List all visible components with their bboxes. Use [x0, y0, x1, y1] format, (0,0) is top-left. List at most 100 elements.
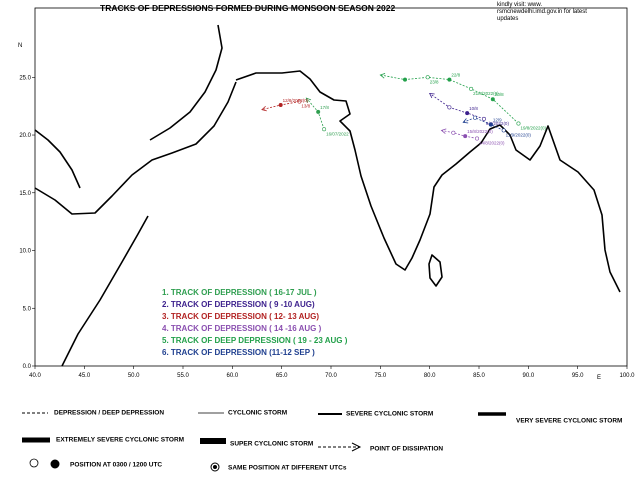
- dissipation-arrow: [440, 128, 447, 134]
- legend-text: DEPRESSION / DEEP DEPRESSION: [54, 410, 164, 417]
- track-position: [473, 115, 478, 120]
- track-line: [380, 74, 519, 124]
- note-line: kindly visit: www.: [497, 2, 542, 8]
- track-position: [451, 130, 456, 135]
- track-point-label: 14/8/2022(0): [479, 140, 505, 145]
- north-label: N: [18, 43, 22, 49]
- track-point-label: 17/8: [320, 105, 329, 110]
- track-point-label: 11/9/2022(0): [506, 132, 532, 137]
- bottom-legend-symbols: [22, 412, 506, 472]
- track-position: [465, 111, 470, 116]
- track-position: [316, 109, 321, 114]
- track-legend-entry: 3. TRACK OF DEPRESSION ( 12- 13 AUG): [162, 312, 319, 321]
- track-position: [469, 86, 474, 91]
- y-tick-label: 25.0: [19, 75, 31, 81]
- legend-text: VERY SEVERE CYCLONIC STORM: [516, 418, 622, 425]
- x-tick-label: 45.0: [78, 373, 90, 379]
- y-tick-label: 15.0: [19, 191, 31, 197]
- track-point-label: 16/07/2022: [326, 131, 349, 136]
- coast-gulf: [149, 24, 223, 141]
- track-position: [425, 75, 430, 80]
- legend-text: POSITION AT 0300 / 1200 UTC: [70, 462, 162, 469]
- x-tick-label: 40.0: [29, 373, 41, 379]
- track-position: [488, 122, 493, 127]
- track-position: [322, 127, 327, 132]
- tracks: 16/07/2022 17/8 9/8/2022(0) 10/8 13/812/8/20…: [261, 73, 546, 145]
- coast-arabia: [34, 81, 237, 215]
- coast-somalia: [61, 215, 149, 367]
- note-line: rsmcnewdelhi.imd.gov.in for latest: [497, 9, 587, 15]
- track-point-label: 15/8/2022(0): [467, 129, 493, 134]
- legend-text: POINT OF DISSIPATION: [370, 446, 443, 453]
- legend-text: CYCLONIC STORM: [228, 410, 287, 417]
- note-line: updates: [497, 16, 518, 22]
- track-point-label: 20/8: [495, 92, 504, 97]
- dissipation-arrow: [462, 118, 469, 124]
- x-tick-label: 50.0: [128, 373, 140, 379]
- track-point-label: 12/9: [493, 118, 502, 123]
- track-legend-entry: 1. TRACK OF DEPRESSION ( 16-17 JUL ): [162, 288, 317, 297]
- track-position: [475, 136, 480, 141]
- track-point-label: 21/8/2022(0): [473, 91, 499, 96]
- y-tick-label: 0.0: [23, 364, 32, 370]
- east-label: E: [597, 375, 601, 381]
- track-point-label: 22/8: [451, 73, 460, 78]
- symbol-same-position: [210, 462, 220, 472]
- x-tick-label: 80.0: [424, 373, 436, 379]
- track-position: [501, 128, 506, 133]
- y-tick-label: 20.0: [19, 133, 31, 139]
- track-legend-entry: 5. TRACK OF DEEP DEPRESSION ( 19 - 23 AU…: [162, 336, 348, 345]
- track-point-label: 23/8: [430, 79, 439, 84]
- coast-india: [235, 70, 621, 293]
- track-line: [463, 117, 504, 131]
- track-position: [297, 99, 302, 104]
- y-tick-label: 5.0: [23, 306, 32, 312]
- bottom-legend-text: DEPRESSION / DEEP DEPRESSION CYCLONIC ST…: [54, 410, 622, 472]
- coast-sri-lanka: [428, 254, 443, 287]
- track-legend-entry: 4. TRACK OF DEPRESSION ( 14 -16 AUG ): [162, 324, 322, 333]
- track-position: [516, 121, 521, 126]
- dissipation-arrow: [428, 92, 435, 99]
- legend-text: SAME POSITION AT DIFFERENT UTCs: [228, 465, 347, 472]
- track-position: [447, 77, 452, 82]
- x-tick-label: 95.0: [572, 373, 584, 379]
- dissipation-arrow: [305, 97, 312, 104]
- symbol-open-circle: [29, 458, 39, 468]
- track-position: [490, 97, 495, 102]
- symbol-same-position-dot: [213, 465, 217, 469]
- y-tick-label: 10.0: [19, 249, 31, 255]
- track-position: [402, 77, 407, 82]
- track-legend-entry: 2. TRACK OF DEPRESSION ( 9 -10 AUG): [162, 300, 315, 309]
- x-tick-label: 100.0: [619, 373, 635, 379]
- coastline: [34, 24, 621, 367]
- track-line: [441, 130, 478, 139]
- coast-red-sea: [34, 129, 81, 189]
- dissipation-arrow: [261, 105, 267, 112]
- track-position: [447, 105, 452, 110]
- track-position: [278, 103, 283, 108]
- track-legend-entry: 6. TRACK OF DEPRESSION (11-12 SEP ): [162, 348, 315, 357]
- track-point-label: 10/8: [469, 106, 478, 111]
- x-tick-label: 65.0: [276, 373, 288, 379]
- track-position: [463, 134, 468, 139]
- x-tick-label: 75.0: [374, 373, 386, 379]
- legend-text: SUPER CYCLONIC STORM: [230, 441, 313, 448]
- x-tick-label: 55.0: [177, 373, 189, 379]
- track-point-label: 12/8/2022(0): [283, 98, 309, 103]
- note: kindly visit: www. rsmcnewdelhi.imd.gov.i…: [497, 2, 587, 22]
- legend-text: EXTREMELY SEVERE CYCLONIC STORM: [56, 437, 184, 444]
- x-tick-label: 85.0: [473, 373, 485, 379]
- track-point-label: 19/8/2022(0): [520, 125, 546, 130]
- track-point-label: 13/8: [301, 104, 310, 109]
- x-tick-label: 60.0: [226, 373, 238, 379]
- track-point-label: 9/8/2022(0): [486, 121, 510, 126]
- legend-text: SEVERE CYCLONIC STORM: [346, 411, 433, 418]
- x-tick-label: 70.0: [325, 373, 337, 379]
- dissipation-arrow: [379, 73, 386, 79]
- track-position: [481, 116, 486, 121]
- x-tick-label: 90.0: [522, 373, 534, 379]
- symbol-filled-circle: [50, 459, 60, 469]
- symbol-arrow: [351, 442, 362, 452]
- map-frame: [34, 7, 628, 367]
